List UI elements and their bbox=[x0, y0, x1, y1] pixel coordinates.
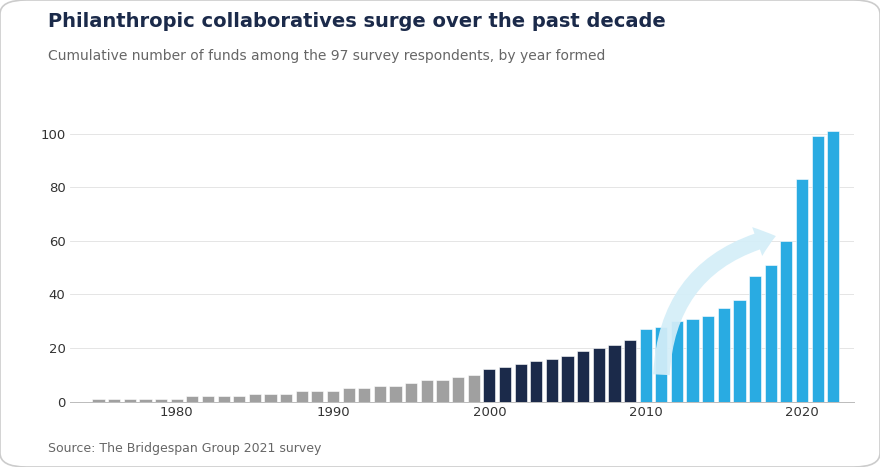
Bar bbox=[264, 394, 276, 402]
Bar bbox=[686, 318, 699, 402]
Bar bbox=[781, 241, 793, 402]
Bar bbox=[452, 377, 464, 402]
Bar bbox=[515, 364, 527, 402]
Bar bbox=[593, 348, 605, 402]
Bar bbox=[296, 391, 308, 402]
Bar bbox=[749, 276, 761, 402]
Text: Cumulative number of funds among the 97 survey respondents, by year formed: Cumulative number of funds among the 97 … bbox=[48, 49, 605, 63]
Bar bbox=[358, 388, 370, 402]
Bar bbox=[233, 396, 246, 402]
Bar bbox=[187, 396, 198, 402]
Bar bbox=[608, 345, 620, 402]
Bar bbox=[827, 131, 840, 402]
Bar bbox=[765, 265, 777, 402]
Bar bbox=[327, 391, 339, 402]
Text: Philanthropic collaboratives surge over the past decade: Philanthropic collaboratives surge over … bbox=[48, 12, 666, 31]
Bar bbox=[702, 316, 715, 402]
Bar bbox=[499, 367, 511, 402]
Bar bbox=[811, 136, 824, 402]
Bar bbox=[733, 300, 745, 402]
Bar bbox=[374, 386, 386, 402]
Bar bbox=[390, 386, 401, 402]
Bar bbox=[796, 179, 808, 402]
Bar bbox=[656, 326, 667, 402]
Bar bbox=[530, 361, 542, 402]
Bar bbox=[108, 399, 121, 402]
Bar bbox=[421, 380, 433, 402]
Bar bbox=[171, 399, 183, 402]
Bar bbox=[546, 359, 558, 402]
Bar bbox=[483, 369, 495, 402]
Bar bbox=[577, 351, 590, 402]
Bar bbox=[624, 340, 636, 402]
Bar bbox=[718, 308, 730, 402]
Bar bbox=[467, 375, 480, 402]
Bar bbox=[249, 394, 261, 402]
Bar bbox=[202, 396, 214, 402]
Bar bbox=[280, 394, 292, 402]
Bar bbox=[436, 380, 449, 402]
Bar bbox=[155, 399, 167, 402]
Bar bbox=[124, 399, 136, 402]
Bar bbox=[405, 383, 417, 402]
Bar bbox=[561, 356, 574, 402]
Text: Source: The Bridgespan Group 2021 survey: Source: The Bridgespan Group 2021 survey bbox=[48, 442, 322, 455]
FancyArrowPatch shape bbox=[653, 227, 776, 375]
Bar bbox=[342, 388, 355, 402]
Bar bbox=[312, 391, 324, 402]
Bar bbox=[92, 399, 105, 402]
Bar bbox=[640, 329, 652, 402]
Bar bbox=[139, 399, 151, 402]
Bar bbox=[217, 396, 230, 402]
Bar bbox=[671, 321, 683, 402]
